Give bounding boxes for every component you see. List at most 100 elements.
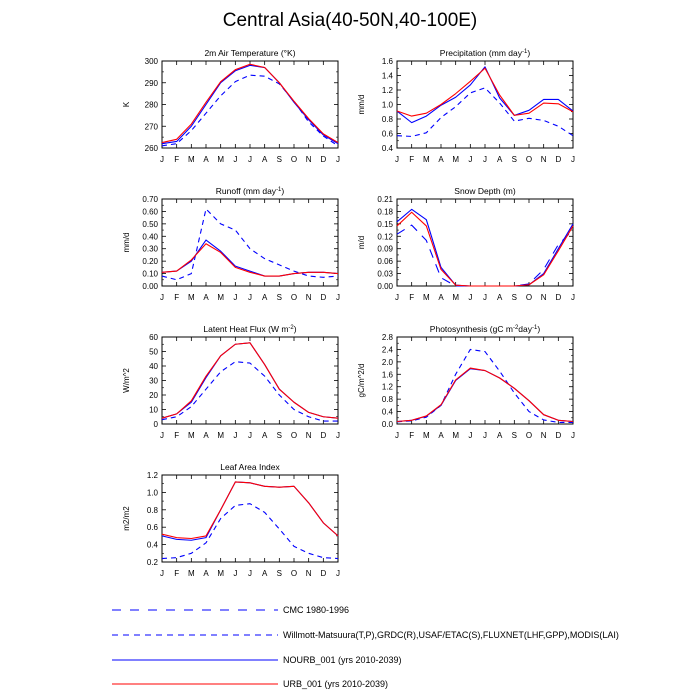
x-tick-label: J <box>571 431 575 440</box>
x-tick-label: J <box>160 569 164 578</box>
y-tick-label: 280 <box>145 101 159 110</box>
y-tick-label: 0.09 <box>377 245 393 254</box>
x-tick-label: J <box>336 293 340 302</box>
y-axis-label: mm/d <box>357 95 366 115</box>
chart-panel-7: Leaf Area Index 0.2 0.4 0.6 0.8 1.0 1.2 m2/m2 J F… <box>122 462 340 578</box>
series-line-nourb <box>396 208 574 287</box>
x-tick-label: D <box>555 155 561 164</box>
y-tick-label: 1.6 <box>382 370 394 379</box>
y-tick-label: 1.0 <box>147 488 159 497</box>
chart-title: Photosynthesis (gC m-2day-1) <box>430 324 541 334</box>
series-line-nourb <box>161 239 339 277</box>
legend: CMC 1980-1996 Willmott-Matsuura(T,P),GRDC… <box>112 605 619 689</box>
x-tick-label: D <box>555 293 561 302</box>
plot-frame <box>161 336 339 425</box>
legend-label: CMC 1980-1996 <box>283 605 349 615</box>
x-tick-label: D <box>320 431 326 440</box>
x-tick-label: F <box>174 431 179 440</box>
x-tick-label: F <box>409 155 414 164</box>
x-tick-label: J <box>483 293 487 302</box>
y-tick-label: 0.15 <box>377 220 393 229</box>
x-tick-label: A <box>203 569 209 578</box>
y-tick-label: 0.0 <box>382 420 394 429</box>
x-tick-label: J <box>336 431 340 440</box>
y-tick-label: 1.6 <box>382 57 394 66</box>
chart-panel-1: 2m Air Temperature (°K) 260 270 280 290 300 K J… <box>122 48 340 164</box>
y-tick-label: 20 <box>149 391 158 400</box>
y-tick-label: 2.0 <box>382 358 394 367</box>
x-tick-label: N <box>306 155 312 164</box>
x-tick-label: J <box>160 293 164 302</box>
y-tick-label: 300 <box>145 57 159 66</box>
x-tick-label: F <box>174 569 179 578</box>
series-line-urb <box>396 367 574 423</box>
x-tick-label: A <box>438 155 444 164</box>
x-tick-label: J <box>483 155 487 164</box>
y-axis-label: gC/m^2/d <box>357 364 366 398</box>
chart-title: Snow Depth (m) <box>454 186 516 196</box>
legend-entry-obs2: Willmott-Matsuura(T,P),GRDC(R),USAF/ETAC… <box>112 630 619 640</box>
y-tick-label: 0.10 <box>142 270 158 279</box>
series-line-obs2 <box>396 87 574 137</box>
y-tick-label: 0.03 <box>377 270 393 279</box>
x-tick-label: F <box>174 155 179 164</box>
x-tick-label: A <box>262 155 268 164</box>
x-tick-label: N <box>306 431 312 440</box>
series-line-urb <box>161 342 339 419</box>
y-tick-label: 0.8 <box>147 506 159 515</box>
y-tick-label: 2.8 <box>382 333 394 342</box>
x-tick-label: M <box>188 293 195 302</box>
series-line-obs1 <box>396 224 574 287</box>
x-tick-label: J <box>395 155 399 164</box>
series-line-nourb <box>161 64 339 145</box>
x-tick-label: M <box>188 155 195 164</box>
series-line-obs2 <box>161 361 338 422</box>
x-tick-label: N <box>541 431 547 440</box>
y-axis-label: mm/d <box>122 233 131 253</box>
series-line-urb <box>161 481 339 540</box>
x-tick-label: M <box>423 155 430 164</box>
chart-panel-2: Precipitation (mm day-1) 0.4 0.6 0.8 1.0 1.2 1… <box>357 48 575 164</box>
x-tick-label: J <box>248 431 252 440</box>
x-tick-label: J <box>571 293 575 302</box>
chart-panel-5: Latent Heat Flux (W m-2) 0 10 20 30 40 50 60 W/m… <box>122 324 340 440</box>
x-tick-label: J <box>571 155 575 164</box>
x-tick-label: N <box>306 569 312 578</box>
x-tick-label: J <box>233 569 237 578</box>
x-tick-label: N <box>306 293 312 302</box>
x-tick-label: M <box>452 155 459 164</box>
legend-entry-nourb: NOURB_001 (yrs 2010-2039) <box>112 655 402 665</box>
y-tick-label: 260 <box>145 144 159 153</box>
y-tick-label: 60 <box>149 333 158 342</box>
y-axis-label: m2/m2 <box>122 506 131 531</box>
series-line-urb <box>161 63 339 144</box>
y-tick-label: 290 <box>145 79 159 88</box>
plot-frame <box>396 198 574 287</box>
x-tick-label: J <box>248 155 252 164</box>
x-tick-label: J <box>160 155 164 164</box>
x-tick-label: M <box>452 431 459 440</box>
y-tick-label: 0.6 <box>382 130 394 139</box>
y-tick-label: 0.12 <box>377 232 393 241</box>
chart-title: Latent Heat Flux (W m-2) <box>203 324 296 334</box>
y-tick-label: 0.70 <box>142 195 158 204</box>
x-tick-label: A <box>203 155 209 164</box>
x-tick-label: F <box>409 431 414 440</box>
x-tick-label: J <box>233 293 237 302</box>
y-tick-label: 1.2 <box>382 86 394 95</box>
x-tick-label: S <box>512 155 517 164</box>
plot-frame <box>396 336 574 425</box>
y-tick-label: 0.00 <box>142 282 158 291</box>
y-tick-label: 0.30 <box>142 245 158 254</box>
x-tick-label: O <box>291 155 297 164</box>
legend-label: Willmott-Matsuura(T,P),GRDC(R),USAF/ETAC… <box>283 630 619 640</box>
x-tick-label: S <box>277 155 282 164</box>
x-tick-label: J <box>336 155 340 164</box>
x-tick-label: M <box>423 293 430 302</box>
y-tick-label: 270 <box>145 122 159 131</box>
chart-title: 2m Air Temperature (°K) <box>204 48 295 58</box>
series-line-obs2 <box>161 503 339 560</box>
x-tick-label: J <box>233 431 237 440</box>
x-tick-label: A <box>497 155 503 164</box>
y-tick-label: 1.4 <box>382 72 394 81</box>
